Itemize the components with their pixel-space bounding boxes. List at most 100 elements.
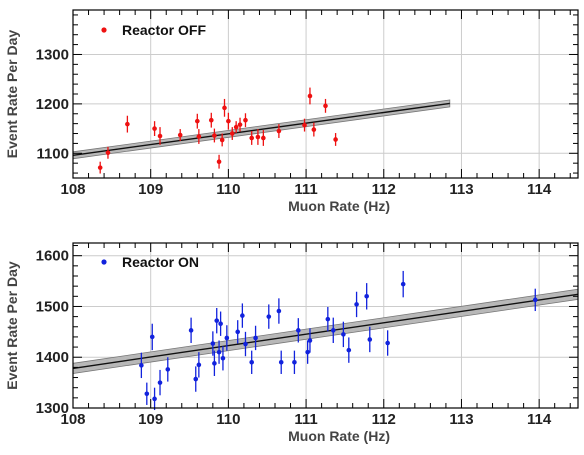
plot2-data-point: [330, 328, 336, 333]
plot2-legend-marker: [101, 259, 107, 265]
plot2-y-axis-title: Event Rate Per Day: [4, 261, 20, 390]
plot2-data-point: [212, 361, 217, 366]
plot1-x-axis-title: Muon Rate (Hz): [288, 198, 390, 214]
plot2-data-point: [193, 376, 199, 382]
plot1-panel: 108 109 110 111 112 113 114 1100 1200 1300 Muon Ra…: [4, 9, 579, 214]
plot2-x-axis-title: Muon Rate (Hz): [288, 428, 390, 444]
plot1-data-point: [105, 150, 111, 156]
plot2-x-tick-label: 108: [60, 411, 85, 428]
plot1-data-point: [255, 134, 261, 140]
plot2-data-point: [149, 334, 155, 340]
plot2-data-point: [249, 360, 254, 365]
plot1-data-point: [157, 133, 163, 139]
plot2-data-point: [354, 302, 359, 307]
plot1-y-tick-label: 1300: [36, 46, 69, 63]
plot1-data-point: [311, 127, 317, 132]
plot1-x-tick-label: 112: [372, 181, 396, 198]
plot1-data-point: [323, 103, 328, 109]
plot1-data-point: [196, 134, 202, 139]
plot1-data-point: [208, 117, 214, 123]
plot2-data-point: [196, 362, 202, 368]
plot2-data-point: [364, 294, 369, 299]
plot2-y-tick-label: 1600: [36, 248, 69, 265]
plot2-data-point: [224, 335, 230, 341]
plot2-data-point: [278, 360, 284, 365]
plot1-data-point: [177, 132, 183, 138]
plot2-legend-label: Reactor ON: [122, 254, 199, 270]
plot2-data-point: [292, 360, 297, 365]
plot2-data-point: [157, 380, 163, 385]
plot1-data-point: [195, 118, 200, 124]
plot1-data-point: [243, 117, 248, 123]
plot2-data-point: [243, 341, 248, 347]
plot2-data-point: [385, 340, 390, 346]
plot2-x-tick-label: 110: [216, 411, 240, 428]
plot1-fit-line: [72, 102, 450, 156]
plot2-data-point: [188, 328, 194, 333]
plot2-x-tick-label: 109: [138, 411, 163, 428]
plot2-data-point: [240, 313, 245, 318]
plot2-x-tick-label: 114: [527, 411, 552, 428]
plot1-data-point: [237, 122, 243, 127]
plot1-data-point: [222, 105, 227, 111]
plot2-data-point: [266, 314, 272, 319]
plot2-data-point: [144, 391, 150, 397]
plot2-data-point: [220, 355, 226, 361]
plot2-data-point: [253, 335, 258, 341]
plot2-data-point: [165, 367, 171, 372]
plot1-data-point: [212, 133, 217, 138]
plot1-legend-label: Reactor OFF: [122, 22, 206, 38]
plot1-y-tick-label: 1200: [36, 96, 69, 113]
plot1-x-tick-label: 108: [60, 181, 85, 198]
plot1-y-tick-label: 1100: [36, 145, 69, 162]
plot2-x-tick-label: 112: [372, 411, 396, 428]
plot2-data-point: [276, 308, 282, 314]
plot1-data-point: [216, 159, 222, 164]
plot2-y-tick-label: 1300: [36, 400, 69, 417]
plot2-data-point: [218, 321, 223, 327]
plot1-data-point: [226, 118, 231, 124]
plot2-data-point: [210, 341, 216, 346]
plot1-data-point: [125, 121, 130, 127]
plot2-data-point: [152, 396, 157, 402]
plot2-data-point: [307, 338, 313, 343]
plot2-data-point: [296, 328, 301, 333]
plot1-data-point: [97, 165, 103, 170]
plot1-x-tick-label: 111: [294, 181, 317, 198]
plot2-data-point: [341, 332, 346, 337]
plot2-data-point: [235, 329, 241, 335]
plot1-data-point: [276, 128, 282, 134]
plot1-data-point: [233, 124, 239, 130]
plot2-data-point: [367, 337, 373, 342]
plot2-data-point: [216, 349, 222, 355]
plot2-y-tick-label: 1400: [36, 349, 69, 366]
plot2-fit-line: [72, 293, 579, 370]
plot1-data-point: [307, 93, 313, 99]
plot1-x-tick-label: 109: [138, 181, 163, 198]
plot1-data-point: [302, 122, 307, 128]
plot1-data-point: [229, 131, 235, 136]
plot2-data-point: [305, 349, 310, 355]
plot2-data-point: [139, 363, 144, 368]
plot2-data-point: [325, 316, 331, 322]
plot1-data-point: [219, 137, 225, 143]
plot1-legend-marker: [101, 27, 107, 33]
plot2-data-point: [532, 297, 538, 303]
plot1-x-tick-label: 114: [527, 181, 552, 198]
plot1-data-point: [249, 135, 254, 141]
plot1-data-point: [333, 137, 338, 142]
plot2-panel: 108 109 110 111 112 113 114 1300 1400 1500 1600 Muo…: [4, 242, 579, 444]
plot2-data-point: [214, 318, 220, 323]
plot1-x-tick-label: 110: [216, 181, 240, 198]
plot1-x-tick-label: 113: [449, 181, 473, 198]
plot1-y-axis-title: Event Rate Per Day: [4, 30, 20, 159]
plot2-x-tick-label: 111: [294, 411, 317, 428]
plot2-y-tick-label: 1500: [36, 298, 69, 315]
plot2-x-tick-label: 113: [449, 411, 473, 428]
plot1-data-point: [152, 126, 157, 131]
plot1-data-point: [261, 135, 266, 141]
plot2-data-point: [400, 281, 406, 287]
plot2-axes-frame: [72, 242, 579, 409]
